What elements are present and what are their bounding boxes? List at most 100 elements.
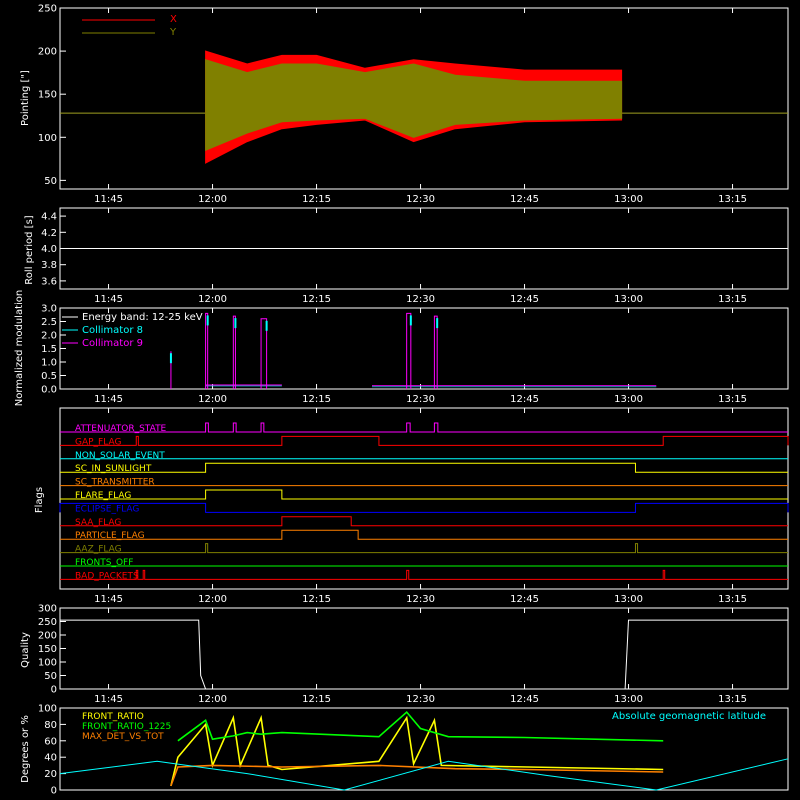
quality-series <box>60 619 788 690</box>
y-tick-label: 3.0 <box>41 304 57 315</box>
x-tick-label: 12:45 <box>510 294 539 305</box>
flag-label: FLARE_FLAG <box>75 491 131 501</box>
flag-label: NON_SOLAR_EVENT <box>75 451 165 461</box>
flags-ylabel: Flags <box>34 487 45 513</box>
legend-max-det-vs-tot: MAX_DET_VS_TOT <box>82 732 164 742</box>
flags-x-ticks: 11:45 12:00 12:15 12:30 12:45 13:00 13:15 <box>94 408 747 605</box>
y-tick-label: 300 <box>38 604 57 615</box>
front-ratio-series-line <box>59 758 789 791</box>
y-tick-label: 4.0 <box>41 244 57 255</box>
y-tick-label: 4.2 <box>41 228 57 239</box>
modulation-spike <box>406 312 412 389</box>
x-tick-label: 13:15 <box>718 194 747 205</box>
modulation-x-ticks: 11:45 12:00 12:15 12:30 12:45 13:00 13:15 <box>94 308 747 405</box>
x-tick-label: 11:45 <box>94 694 123 705</box>
modulation-spike <box>232 315 236 389</box>
y-tick-label: 1.0 <box>41 358 57 369</box>
front-ratio-series <box>59 710 789 791</box>
legend-collimator-8: Collimator 8 <box>82 325 143 336</box>
roll-period-panel: 3.6 3.8 4.0 4.2 4.4 11:45 12:00 12:15 12:30 12:4… <box>24 207 789 305</box>
flag-line-particle-flag <box>60 529 788 540</box>
x-tick-label: 13:00 <box>614 194 643 205</box>
y-tick-label: 80 <box>44 720 57 731</box>
flag-line-attenuator-state <box>60 422 788 433</box>
x-tick-label: 12:00 <box>198 594 227 605</box>
y-tick-label: 0.0 <box>41 385 57 396</box>
pointing-ylabel: Pointing ["] <box>20 70 31 126</box>
y-tick-label: 0 <box>51 786 57 797</box>
x-tick-label: 12:15 <box>302 394 331 405</box>
x-tick-label: 11:45 <box>94 294 123 305</box>
y-tick-label: 20 <box>44 769 57 780</box>
x-tick-label: 12:30 <box>406 394 435 405</box>
y-tick-label: 50 <box>44 176 57 187</box>
y-tick-label: 250 <box>38 4 57 15</box>
pointing-x-ticks: 11:45 12:00 12:15 12:30 12:45 13:00 13:15 <box>94 8 747 205</box>
x-tick-label: 12:30 <box>406 694 435 705</box>
y-tick-label: 60 <box>44 736 57 747</box>
flag-line-aaz-flag <box>60 543 788 554</box>
legend-y-label: Y <box>169 27 177 38</box>
x-tick-label: 12:00 <box>198 294 227 305</box>
flag-line-flare-flag <box>60 489 788 500</box>
x-tick-label: 12:00 <box>198 394 227 405</box>
pointing-legend: X Y <box>82 14 177 38</box>
pointing-series-y <box>205 59 623 151</box>
y-tick-label: 150 <box>38 90 57 101</box>
y-tick-label: 2.0 <box>41 331 57 342</box>
flag-label: AAZ_FLAG <box>75 545 122 555</box>
x-tick-label: 13:00 <box>614 594 643 605</box>
modulation-ylabel: Normalized modulation <box>14 290 25 407</box>
flag-label: BAD_PACKETS <box>75 571 139 581</box>
flag-label: FRONTS_OFF <box>75 558 133 568</box>
pointing-panel: 50 100 150 200 250 11:45 12:00 12:15 12:30 12:45… <box>20 4 789 205</box>
modulation-spike <box>260 318 268 389</box>
x-tick-label: 12:15 <box>302 294 331 305</box>
flag-label: SC_IN_SUNLIGHT <box>75 464 152 474</box>
legend-energy-band: Energy band: 12-25 keV <box>82 312 203 323</box>
modulation-y-ticks: 0.0 0.5 1.0 1.5 2.0 2.5 3.0 <box>41 304 66 396</box>
y-tick-label: 0.5 <box>41 371 57 382</box>
modulation-spike <box>205 312 209 389</box>
y-tick-label: 150 <box>38 644 57 655</box>
quality-y-ticks: 0 50 100 150 200 250 300 <box>38 604 66 696</box>
flag-label: ECLIPSE_FLAG <box>75 504 139 514</box>
front-ratio-frame <box>59 707 789 791</box>
legend-front-ratio: FRONT_RATIO <box>82 712 144 722</box>
legend-geomagnetic-latitude: Absolute geomagnetic latitude <box>612 711 766 722</box>
x-tick-label: 12:45 <box>510 694 539 705</box>
x-tick-label: 12:30 <box>406 294 435 305</box>
x-tick-label: 11:45 <box>94 394 123 405</box>
x-tick-label: 11:45 <box>94 194 123 205</box>
y-tick-label: 4.4 <box>41 212 57 223</box>
y-tick-label: 3.8 <box>41 260 57 271</box>
x-tick-label: 12:00 <box>198 694 227 705</box>
legend-x-label: X <box>170 14 177 25</box>
flag-label: SAA_FLAG <box>75 518 121 528</box>
x-tick-label: 13:00 <box>614 294 643 305</box>
y-tick-label: 200 <box>38 631 57 642</box>
y-tick-label: 1.5 <box>41 344 57 355</box>
y-tick-label: 3.6 <box>41 276 57 287</box>
x-tick-label: 12:30 <box>406 194 435 205</box>
y-tick-label: 200 <box>38 47 57 58</box>
roll-period-x-ticks: 11:45 12:00 12:15 12:30 12:45 13:00 13:15 <box>94 208 747 305</box>
quality-x-ticks: 11:45 12:00 12:15 12:30 12:45 13:00 13:15 <box>94 608 747 705</box>
flag-line-gap-flag <box>60 435 789 446</box>
x-tick-label: 13:15 <box>718 594 747 605</box>
flag-line-saa-flag <box>60 516 788 527</box>
front-ratio-series-line <box>170 714 664 787</box>
front-ratio-legend: FRONT_RATIO FRONT_RATIO_1225 MAX_DET_VS_… <box>82 711 766 742</box>
x-tick-label: 13:00 <box>614 694 643 705</box>
flags-panel: 11:45 12:00 12:15 12:30 12:45 13:00 13:15 ATTE… <box>34 407 789 605</box>
legend-front-ratio-1225: FRONT_RATIO_1225 <box>82 722 171 732</box>
y-tick-label: 100 <box>38 133 57 144</box>
x-tick-label: 12:15 <box>302 694 331 705</box>
y-tick-label: 100 <box>38 704 57 715</box>
x-tick-label: 12:45 <box>510 194 539 205</box>
x-tick-label: 13:15 <box>718 294 747 305</box>
flag-line-sc-in-sunlight <box>60 462 788 473</box>
front-ratio-ylabel: Degrees or % <box>20 715 31 783</box>
